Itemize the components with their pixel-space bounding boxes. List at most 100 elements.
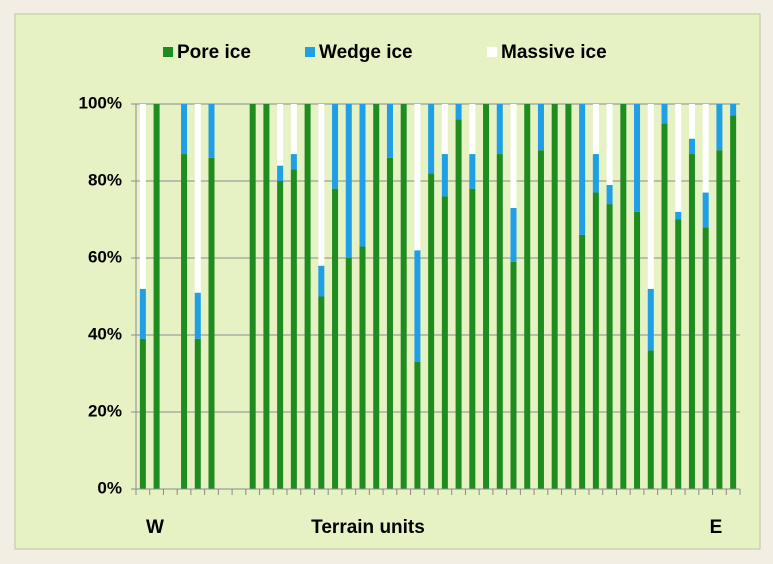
- y-tick-label: 20%: [88, 401, 122, 420]
- x-axis-label: Terrain units: [311, 517, 425, 538]
- bar-segment: [249, 104, 256, 489]
- bar-segment: [139, 288, 146, 339]
- bar-segment: [565, 104, 572, 489]
- bar-segment: [441, 196, 448, 489]
- bar-segment: [290, 169, 297, 489]
- bar-segment: [647, 288, 654, 351]
- bar-segment: [688, 154, 695, 490]
- bar-segment: [359, 246, 366, 489]
- bar-segment: [208, 104, 215, 158]
- bar-segment: [510, 261, 517, 489]
- bar-segment: [702, 192, 709, 228]
- legend-label: Massive ice: [501, 42, 607, 63]
- bar-segment: [386, 157, 393, 489]
- bar-segment: [332, 104, 339, 189]
- bar-segment: [634, 104, 641, 212]
- legend-swatch: [305, 47, 315, 57]
- bar-segment: [688, 138, 695, 155]
- y-tick-label: 80%: [88, 170, 122, 189]
- bar-segment: [428, 173, 435, 490]
- bar-segment: [455, 119, 462, 490]
- annotation: W: [146, 517, 164, 538]
- bar-segment: [647, 104, 654, 289]
- legend-label: Wedge ice: [319, 42, 413, 63]
- bar-segment: [194, 338, 201, 489]
- annotation: E: [710, 517, 723, 538]
- bar-segment: [634, 211, 641, 490]
- bar-segment: [647, 350, 654, 489]
- bar-segment: [579, 234, 586, 489]
- bar-segment: [414, 104, 421, 251]
- bar-segment: [592, 104, 599, 155]
- bar-segment: [290, 104, 297, 155]
- bar-segment: [606, 184, 613, 205]
- bar-segment: [153, 104, 160, 489]
- bar-segment: [620, 104, 627, 489]
- bar-segment: [716, 150, 723, 489]
- bar-segment: [345, 104, 352, 258]
- bar-segment: [318, 296, 325, 489]
- y-tick-label: 0%: [97, 478, 122, 497]
- legend-label: Pore ice: [177, 42, 251, 63]
- bar-segment: [194, 292, 201, 339]
- bar-segment: [263, 104, 270, 489]
- y-tick-label: 40%: [88, 324, 122, 343]
- bar-segment: [661, 104, 668, 124]
- bar-segment: [139, 104, 146, 289]
- bar-segment: [318, 104, 325, 266]
- bar-segment: [414, 250, 421, 362]
- bar-segment: [688, 104, 695, 139]
- y-tick-label: 60%: [88, 247, 122, 266]
- bar-segment: [359, 104, 366, 247]
- bar-segment: [730, 104, 737, 116]
- bar-segment: [702, 227, 709, 489]
- bar-segment: [675, 219, 682, 489]
- bar-segment: [496, 104, 503, 155]
- bar-segment: [606, 204, 613, 489]
- bar-segment: [373, 104, 380, 489]
- bar-segment: [414, 361, 421, 489]
- bar-segment: [551, 104, 558, 489]
- bar-segment: [318, 265, 325, 297]
- bar-segment: [537, 104, 544, 151]
- bar-segment: [304, 104, 311, 489]
- bar-segment: [716, 104, 723, 151]
- bar-segment: [675, 211, 682, 220]
- bar-segment: [675, 104, 682, 212]
- bar-segment: [181, 154, 188, 490]
- bar-segment: [386, 104, 393, 158]
- bar-segment: [483, 104, 490, 489]
- bar-segment: [194, 104, 201, 293]
- bar-segment: [139, 338, 146, 489]
- bar-segment: [592, 192, 599, 490]
- bar-segment: [496, 154, 503, 490]
- bar-segment: [345, 258, 352, 489]
- bar-segment: [208, 157, 215, 489]
- bar-segment: [510, 207, 517, 262]
- bar-segment: [290, 154, 297, 170]
- bar-segment: [181, 104, 188, 155]
- bar-segment: [661, 123, 668, 489]
- legend-swatch: [163, 47, 173, 57]
- bar-segment: [332, 188, 339, 489]
- bar-segment: [441, 154, 448, 197]
- bar-segment: [469, 104, 476, 155]
- bar-segment: [469, 154, 476, 189]
- bar-segment: [469, 188, 476, 489]
- bar-segment: [702, 104, 709, 193]
- bar-segment: [606, 104, 613, 185]
- bar-segment: [592, 154, 599, 193]
- bar-segment: [441, 104, 448, 155]
- bar-segment: [277, 165, 284, 181]
- bar-segment: [277, 104, 284, 166]
- bar-segment: [730, 115, 737, 490]
- bar-segment: [537, 150, 544, 489]
- bar-segment: [277, 181, 284, 489]
- legend-swatch: [487, 47, 497, 57]
- bar-segment: [579, 104, 586, 235]
- bar-segment: [400, 104, 407, 489]
- bar-segment: [510, 104, 517, 208]
- bar-segment: [428, 104, 435, 174]
